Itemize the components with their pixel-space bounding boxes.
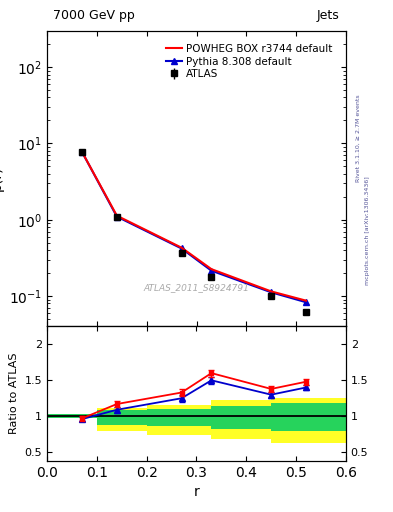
Pythia 8.308 default	[209, 268, 214, 274]
Line: POWHEG BOX r3744 default: POWHEG BOX r3744 default	[82, 152, 306, 301]
X-axis label: r: r	[194, 485, 199, 499]
POWHEG BOX r3744 default	[269, 288, 274, 294]
Text: ATLAS_2011_S8924791: ATLAS_2011_S8924791	[143, 284, 250, 292]
Pythia 8.308 default	[304, 299, 309, 305]
Pythia 8.308 default	[80, 149, 84, 155]
Line: Pythia 8.308 default: Pythia 8.308 default	[79, 149, 309, 305]
Legend: POWHEG BOX r3744 default, Pythia 8.308 default, ATLAS: POWHEG BOX r3744 default, Pythia 8.308 d…	[164, 42, 335, 81]
Y-axis label: Ratio to ATLAS: Ratio to ATLAS	[9, 353, 19, 434]
POWHEG BOX r3744 default	[114, 212, 119, 219]
POWHEG BOX r3744 default	[80, 149, 84, 155]
POWHEG BOX r3744 default	[179, 245, 184, 251]
POWHEG BOX r3744 default	[209, 266, 214, 272]
Pythia 8.308 default	[114, 214, 119, 220]
Text: Rivet 3.1.10, ≥ 2.7M events: Rivet 3.1.10, ≥ 2.7M events	[356, 94, 361, 182]
Y-axis label: ρ(r): ρ(r)	[0, 166, 4, 191]
Text: 7000 GeV pp: 7000 GeV pp	[53, 9, 135, 22]
Pythia 8.308 default	[269, 289, 274, 295]
Text: mcplots.cern.ch [arXiv:1306.3436]: mcplots.cern.ch [arXiv:1306.3436]	[365, 176, 371, 285]
Pythia 8.308 default	[179, 245, 184, 251]
Text: Jets: Jets	[317, 9, 340, 22]
POWHEG BOX r3744 default	[304, 297, 309, 304]
